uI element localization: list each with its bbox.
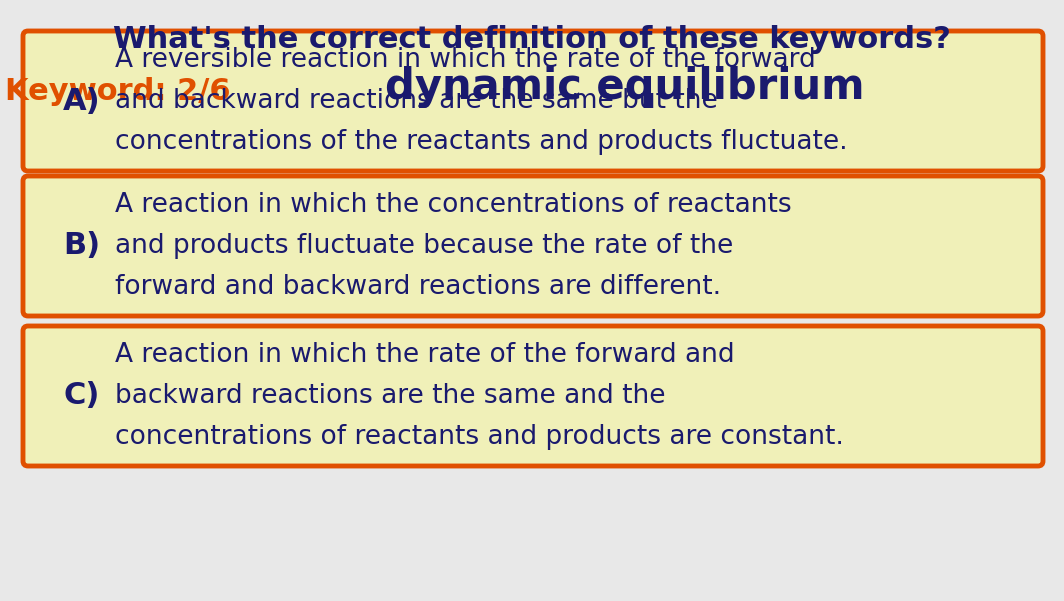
Text: and products fluctuate because the rate of the: and products fluctuate because the rate … [115,233,733,259]
FancyBboxPatch shape [23,31,1043,171]
Text: forward and backward reactions are different.: forward and backward reactions are diffe… [115,274,721,300]
Text: and backward reactions are the same but the: and backward reactions are the same but … [115,88,718,114]
FancyBboxPatch shape [23,326,1043,466]
Text: A reaction in which the rate of the forward and: A reaction in which the rate of the forw… [115,342,734,368]
Text: B): B) [64,231,101,260]
Text: backward reactions are the same and the: backward reactions are the same and the [115,383,665,409]
Text: C): C) [64,382,100,410]
Text: What's the correct definition of these keywords?: What's the correct definition of these k… [113,25,951,53]
Text: concentrations of reactants and products are constant.: concentrations of reactants and products… [115,424,844,450]
Text: A reaction in which the concentrations of reactants: A reaction in which the concentrations o… [115,192,792,218]
Text: concentrations of the reactants and products fluctuate.: concentrations of the reactants and prod… [115,129,848,155]
Text: Keyword: 2/6: Keyword: 2/6 [5,76,231,106]
FancyBboxPatch shape [211,54,1040,120]
Text: A): A) [63,87,101,115]
FancyBboxPatch shape [23,176,1043,316]
Text: dynamic equilibrium: dynamic equilibrium [385,66,865,108]
Text: A reversible reaction in which the rate of the forward: A reversible reaction in which the rate … [115,47,816,73]
